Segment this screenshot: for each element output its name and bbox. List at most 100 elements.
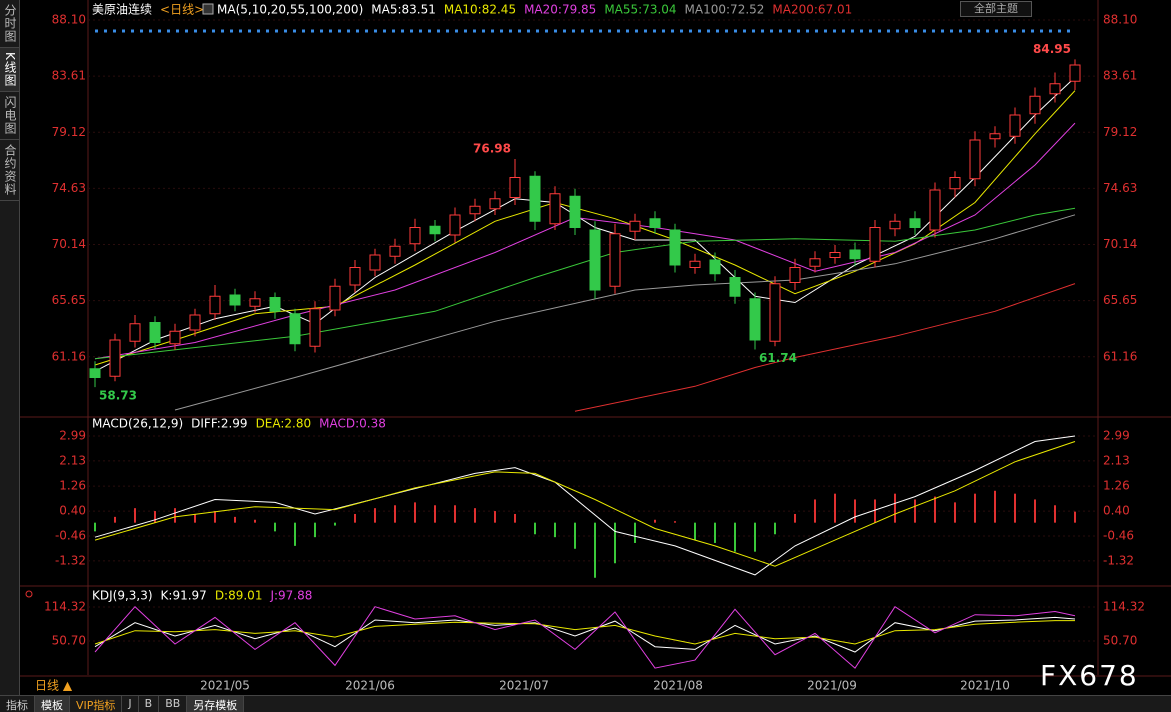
low-label: 61.74 [759,351,797,365]
candle-body [489,198,501,210]
ma-icon [202,3,214,15]
y-tick-label: 83.61 [52,69,86,83]
bottom-tab[interactable]: B [139,696,160,712]
candle-body [889,220,901,230]
high-label: 84.95 [1033,42,1071,56]
candle-body [569,195,581,228]
bottom-tab[interactable]: VIP指标 [70,696,123,712]
candle-body [1029,95,1041,115]
candle-body [129,323,141,342]
y-tick-label: -1.32 [55,553,86,567]
background [20,0,1171,695]
sidebar-tab[interactable]: 分时图 [0,0,19,48]
y-tick-label: -1.32 [1103,553,1134,567]
legend-entry: MACD:0.38 [319,417,386,431]
candle-body [349,267,361,286]
candle-body [609,233,621,287]
candle-body [869,227,881,262]
candle-body [1009,114,1021,137]
legend-entry: J:97.88 [269,589,312,603]
y-tick-label: 79.12 [1103,125,1137,139]
bottom-tab[interactable]: 指标 [0,696,35,712]
candle-body [689,260,701,268]
indicator-line [574,283,1076,412]
legend-entry: DIFF:2.99 [191,417,247,431]
indicator-line [94,435,1076,576]
y-tick-label: 0.40 [59,504,86,518]
y-tick-label: 83.61 [1103,69,1137,83]
bottom-tab[interactable]: 另存模板 [187,696,245,712]
candle-body [729,277,741,297]
candle-body [209,295,221,315]
sidebar: 分时图 K线图 闪电图 合约资料 [0,0,20,712]
y-tick-label: 79.12 [52,125,86,139]
y-tick-label: 2.13 [1103,453,1130,467]
y-tick-label: 61.16 [1103,349,1137,363]
indicator-line [174,214,1076,411]
candle-body [769,283,781,342]
sidebar-tab[interactable]: 闪电图 [0,92,19,140]
sidebar-tab[interactable]: 合约资料 [0,140,19,201]
x-tick-label: 2021/08 [653,679,703,693]
indicator-line [94,441,1076,567]
bottom-tab[interactable]: BB [159,696,188,712]
candle-body [269,297,281,312]
legend-entry: MA200:67.01 [772,3,852,17]
kdj-icon [25,590,33,598]
candle-body [949,177,961,190]
candle-body [309,308,321,347]
candle-body [329,285,341,311]
y-tick-label: 0.40 [1103,504,1130,518]
x-tick-label: 2021/09 [807,679,857,693]
candle-body [149,322,161,343]
legend-entry: MA55:73.04 [604,3,676,17]
candle-body [669,229,681,266]
legend-title: 美原油连续 [92,2,152,17]
candle-body [429,225,441,235]
candle-body [649,218,661,228]
y-tick-label: 70.14 [52,237,86,251]
candle-body [989,133,1001,140]
y-tick-label: 88.10 [52,13,86,27]
x-tick-label: 2021/07 [499,679,549,693]
candle-body [929,189,941,231]
candle-body [809,258,821,267]
candle-body [1069,64,1081,82]
legend-entry: K:91.97 [161,589,207,603]
y-tick-label: -0.46 [1103,529,1134,543]
y-tick-label: 65.65 [52,293,86,307]
candle-body [389,245,401,257]
x-tick-label: 2021/10 [960,679,1010,693]
y-tick-label: 2.13 [59,453,86,467]
period-button[interactable]: 日线 ▲ [35,679,73,693]
bottom-tab[interactable]: J [122,696,139,712]
x-tick-label: 2021/05 [200,679,250,693]
candle-body [829,252,841,258]
y-tick-label: 88.10 [1103,13,1137,27]
legend-entry: DEA:2.80 [256,417,312,431]
y-tick-label: 1.26 [1103,479,1130,493]
candle-body [449,214,461,236]
candle-body [529,175,541,222]
bottom-tab[interactable]: 模板 [35,696,70,712]
legend-entry: MA10:82.45 [444,3,516,17]
candle-body [709,259,721,275]
y-tick-label: 114.32 [1103,600,1145,614]
high-label: 76.98 [473,142,511,156]
sidebar-tab[interactable]: K线图 [0,48,19,92]
legend-entry: MA100:72.52 [685,3,765,17]
y-tick-label: 114.32 [44,600,86,614]
theme-button[interactable]: 全部主题 [960,1,1032,17]
candle-body [169,330,181,345]
indicator-line [94,620,1075,645]
candle-body [749,298,761,341]
watermark: FX678 [1040,659,1139,692]
low-label: 58.73 [99,389,137,403]
legend-title: KDJ(9,3,3) [92,589,153,603]
legend-entry: MA20:79.85 [524,3,596,17]
y-tick-label: 2.99 [59,428,86,442]
candle-body [1049,83,1061,95]
candle-body [789,267,801,283]
